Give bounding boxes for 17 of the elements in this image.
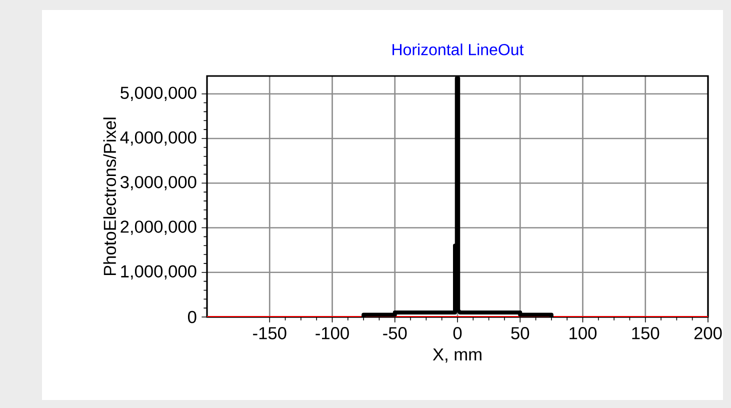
x-tick-label: -150 <box>253 327 286 340</box>
y-tick-label: 1,000,000 <box>121 265 196 280</box>
x-tick-label: 0 <box>453 327 462 340</box>
y-tick-label: 0 <box>188 310 196 324</box>
y-tick-label: 5,000,000 <box>120 86 196 102</box>
y-tick-label: 4,000,000 <box>120 131 196 146</box>
y-tick-label: 3,000,000 <box>120 176 196 190</box>
x-axis-title: X, mm <box>432 348 482 363</box>
x-tick-label: -50 <box>383 327 407 340</box>
x-tick-label: 100 <box>570 327 597 340</box>
x-tick-label: 50 <box>511 327 530 340</box>
x-tick-label: -100 <box>316 327 349 340</box>
x-tick-label: 200 <box>694 327 722 340</box>
y-axis-title: PhotoElectrons/Pixel <box>103 118 116 276</box>
y-tick-label: 2,000,000 <box>120 220 196 235</box>
chart-title: Horizontal LineOut <box>392 44 524 56</box>
x-tick-label: 150 <box>632 327 660 340</box>
